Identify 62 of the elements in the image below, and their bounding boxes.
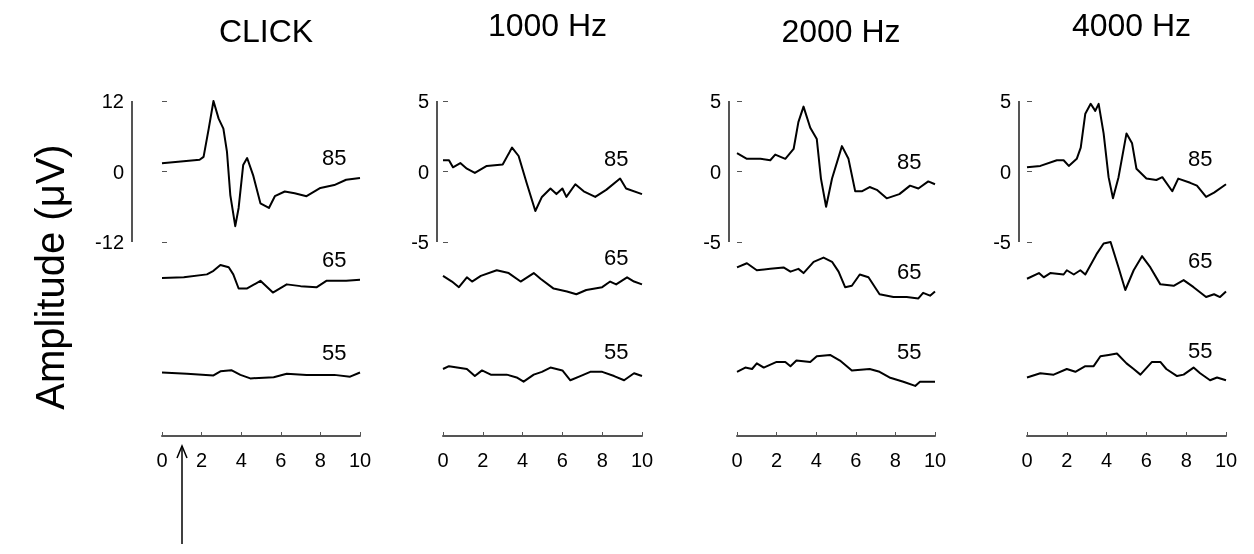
x-tick-label: 4 <box>517 449 529 471</box>
x-tick-label: 6 <box>850 449 862 471</box>
series-label: 85 <box>322 145 347 171</box>
x-tick-label: 0 <box>1021 449 1033 471</box>
x-tick-label: 2 <box>477 449 489 471</box>
y-tick-label: 0 <box>999 160 1011 183</box>
line-series <box>161 369 361 380</box>
y-tick-label: 0 <box>709 160 721 183</box>
x-tick-label: 6 <box>556 449 568 471</box>
x-tick-label: 2 <box>771 449 783 471</box>
y-tick-label: -12 <box>95 231 124 254</box>
y-tick-label: 0 <box>112 160 124 183</box>
line-series <box>161 100 361 228</box>
line-series <box>442 269 643 296</box>
y-axis-title: Amplitude (μV) <box>28 144 72 410</box>
series-label: 85 <box>897 148 922 174</box>
series-label: 65 <box>897 258 922 284</box>
x-tick-label: 0 <box>156 449 168 471</box>
x-tick-label: 6 <box>1140 449 1152 471</box>
x-tick-label: 8 <box>1180 449 1192 471</box>
y-tick-label: 5 <box>999 90 1011 112</box>
x-tick-label: 6 <box>275 449 287 471</box>
line-series <box>1026 102 1227 200</box>
x-tick-label: 10 <box>1214 449 1238 471</box>
series-label: 55 <box>897 339 922 365</box>
series-label: 55 <box>322 340 347 366</box>
chart-title: CLICK <box>218 13 314 49</box>
series-label: 65 <box>603 244 629 270</box>
x-tick-label: 4 <box>235 449 247 471</box>
y-tick-label: 5 <box>417 90 429 112</box>
y-tick-label: 5 <box>709 90 721 112</box>
x-tick-label: 8 <box>889 449 901 471</box>
x-tick-label: 0 <box>731 449 743 471</box>
x-tick-label: 4 <box>1101 449 1113 471</box>
x-tick-label: 2 <box>1061 449 1073 471</box>
x-tick-label: 10 <box>923 449 947 471</box>
chart-title: 1000 Hz <box>487 7 608 43</box>
y-tick-label: 12 <box>101 90 124 112</box>
series-label: 85 <box>603 146 629 172</box>
chart-title: 2000 Hz <box>781 13 901 49</box>
x-tick-label: 8 <box>596 449 608 471</box>
line-series <box>736 105 936 208</box>
y-tick-label: -5 <box>993 231 1011 254</box>
series-label: 65 <box>322 247 347 273</box>
y-tick-label: -5 <box>703 231 721 254</box>
series-label: 65 <box>1187 247 1213 273</box>
line-series <box>442 365 643 383</box>
series-label: 55 <box>603 339 629 365</box>
y-tick-label: 0 <box>417 160 429 183</box>
line-series <box>442 146 643 213</box>
x-tick-label: 10 <box>348 449 372 471</box>
series-label: 55 <box>1187 338 1213 364</box>
line-series <box>736 256 936 300</box>
line-series <box>1026 241 1227 299</box>
x-tick-label: 2 <box>196 449 208 471</box>
series-label: 85 <box>1187 146 1213 172</box>
x-tick-label: 8 <box>314 449 326 471</box>
x-tick-label: 4 <box>810 449 822 471</box>
x-tick-label: 0 <box>437 449 449 471</box>
y-tick-label: -5 <box>411 231 429 254</box>
chart-title: 4000 Hz <box>1071 7 1192 43</box>
x-tick-label: 10 <box>630 449 654 471</box>
